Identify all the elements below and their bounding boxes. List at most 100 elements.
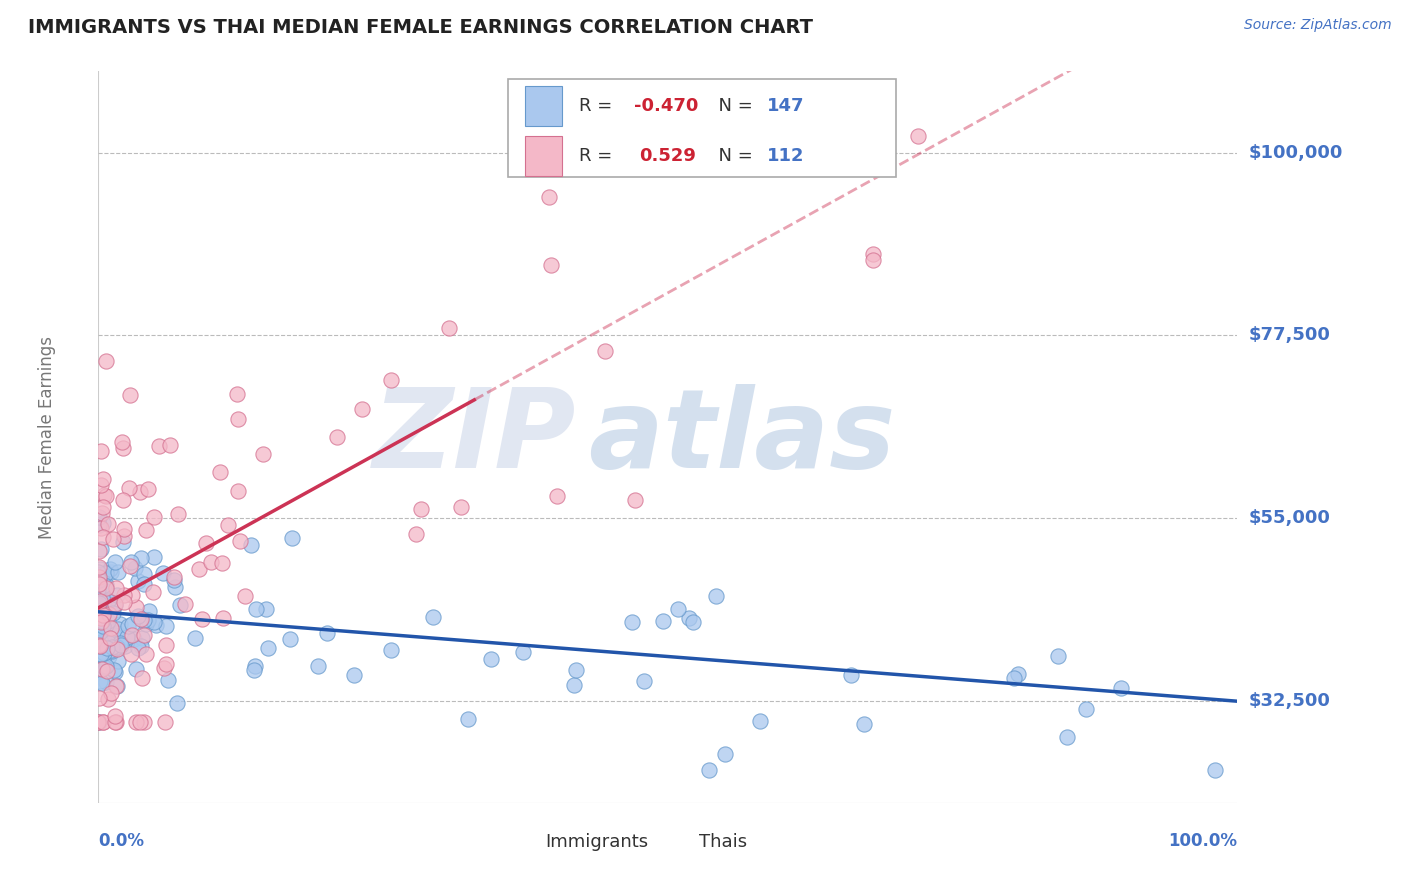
Point [110,636,132,650]
Point [167,507,190,521]
Point [97,691,120,706]
Point [254,602,277,616]
Point [103,628,125,642]
Point [409,502,432,516]
Point [155,619,177,633]
Point [281,531,304,545]
Point [1204,764,1226,778]
Point [191,612,214,626]
Point [87,714,110,729]
Point [104,597,127,611]
Point [87,647,110,661]
Point [90,542,112,557]
Point [229,533,252,548]
Text: N =: N = [707,97,758,115]
Point [89,624,111,638]
Text: Source: ZipAtlas.com: Source: ZipAtlas.com [1244,18,1392,32]
Point [112,595,135,609]
Point [97,614,120,628]
Point [112,529,135,543]
Text: atlas: atlas [588,384,896,491]
Point [97,594,120,608]
Point [624,492,647,507]
Point [155,657,177,672]
Point [100,642,122,657]
FancyBboxPatch shape [509,78,896,178]
Point [94,354,117,368]
Point [101,532,124,546]
Point [94,584,117,599]
Point [233,589,256,603]
Text: ZIP: ZIP [373,384,576,491]
Point [87,714,110,729]
Point [226,484,249,499]
Point [212,611,235,625]
Point [87,637,110,651]
Point [1007,667,1029,681]
Point [1002,671,1025,685]
Point [174,597,197,611]
Point [120,388,142,402]
Point [633,673,655,688]
FancyBboxPatch shape [526,136,562,176]
Point [457,712,479,726]
Point [100,686,122,700]
Point [93,578,115,592]
Point [90,615,112,629]
Point [120,647,142,661]
Point [1074,702,1097,716]
Text: IMMIGRANTS VS THAI MEDIAN FEMALE EARNINGS CORRELATION CHART: IMMIGRANTS VS THAI MEDIAN FEMALE EARNING… [28,18,813,37]
Point [87,598,110,612]
Point [89,625,111,640]
Point [636,136,658,150]
Point [101,606,124,620]
Point [105,625,128,640]
Point [91,614,114,628]
Point [120,555,142,569]
Point [153,661,176,675]
Point [243,663,266,677]
Point [439,321,461,335]
Point [98,649,121,664]
Point [105,714,128,729]
Point [122,632,145,646]
Text: 147: 147 [766,97,804,115]
Point [87,596,110,610]
Point [87,617,110,632]
Point [98,632,121,646]
Point [93,594,115,608]
Point [184,631,207,645]
Text: $32,500: $32,500 [1249,692,1330,710]
Point [131,671,153,685]
Point [153,714,176,729]
Point [104,581,127,595]
Point [87,544,110,558]
Point [103,663,125,677]
Point [257,640,280,655]
Point [121,627,143,641]
Point [107,642,129,657]
Point [135,647,157,661]
Point [87,567,110,582]
Point [91,599,114,614]
Point [405,527,427,541]
Point [343,667,366,681]
Text: R =: R = [579,146,624,165]
Point [91,714,114,729]
Point [907,129,929,144]
Point [89,587,111,601]
Point [105,679,128,693]
Point [245,601,267,615]
Point [87,664,110,678]
Point [87,573,110,587]
Text: 0.529: 0.529 [640,146,696,165]
Point [243,658,266,673]
Point [380,642,402,657]
Point [131,632,153,646]
FancyBboxPatch shape [509,837,537,860]
Point [91,614,114,628]
Point [704,589,727,603]
Point [87,569,110,583]
Point [97,636,120,650]
Point [90,444,112,458]
